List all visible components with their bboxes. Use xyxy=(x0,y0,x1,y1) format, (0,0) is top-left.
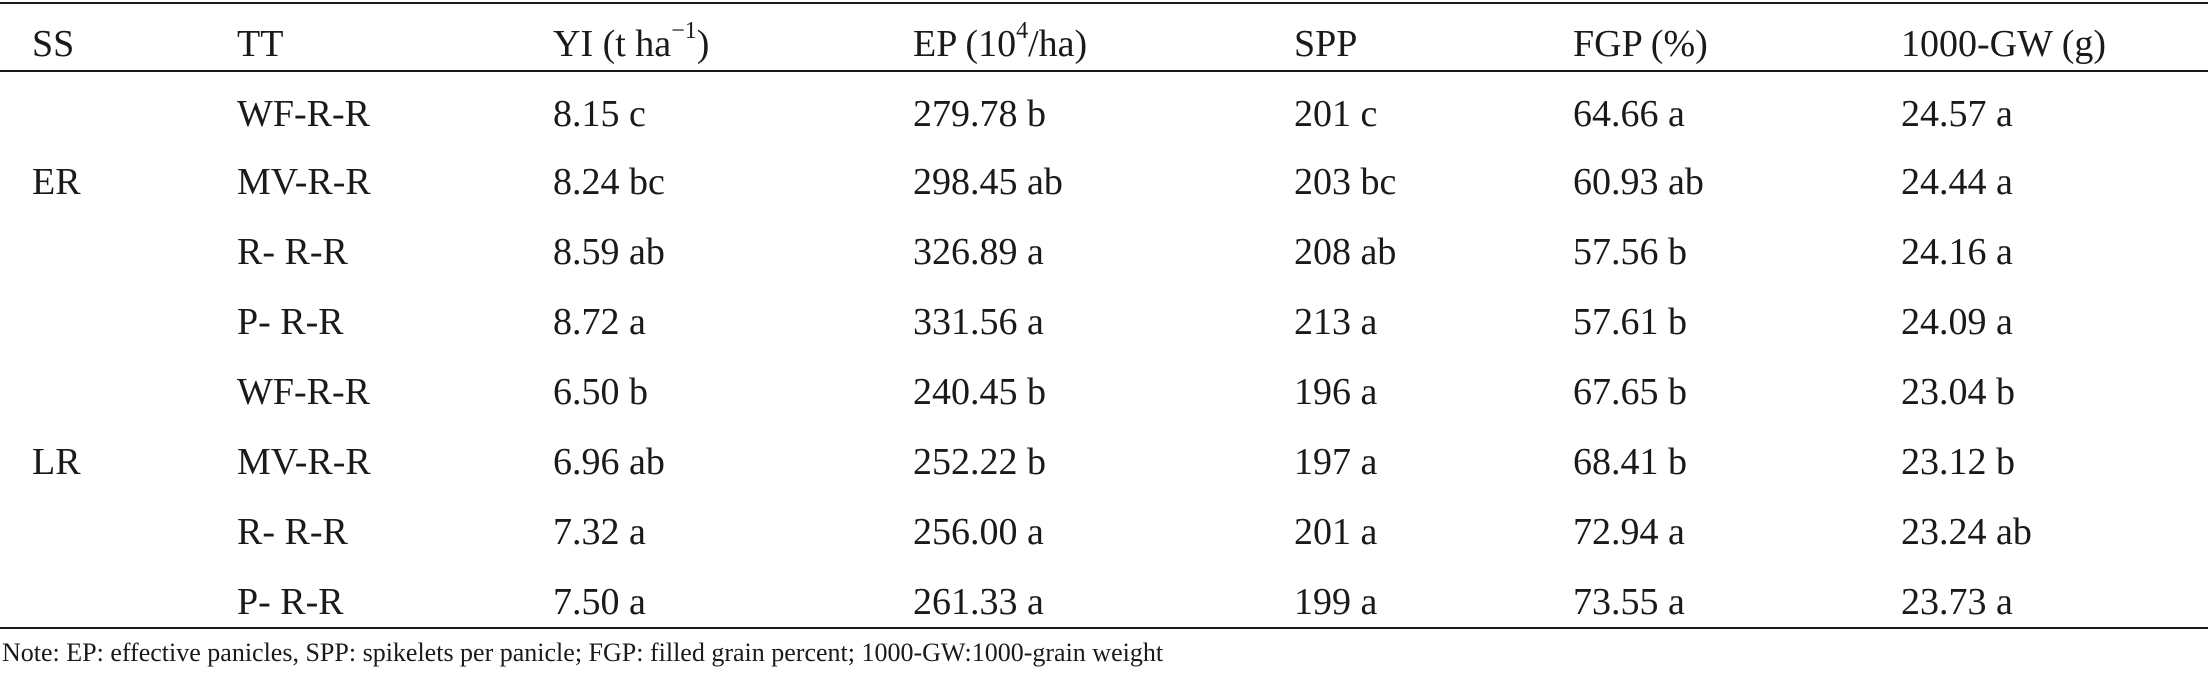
table-cell-tt: MV-R-R xyxy=(237,161,371,203)
table-cell-spp: 203 bc xyxy=(1294,161,1397,203)
header-yi: YI (t ha−1) xyxy=(553,19,710,65)
table-cell-ep: 256.00 a xyxy=(913,511,1044,553)
header-yi-tail: ) xyxy=(696,23,710,65)
table-cell-gw: 24.16 a xyxy=(1901,231,2013,273)
table-cell-gw: 23.04 b xyxy=(1901,371,2015,413)
header-ss: SS xyxy=(32,23,75,65)
table-cell-tt: MV-R-R xyxy=(237,441,371,483)
header-ep-sup: 4 xyxy=(1016,18,1029,45)
header-spp: SPP xyxy=(1294,23,1358,65)
table-cell-yi: 6.50 b xyxy=(553,371,648,413)
table-cell-fgp: 73.55 a xyxy=(1573,581,1685,623)
header-ep-base: EP (10 xyxy=(913,23,1017,65)
table-cell-spp: 201 c xyxy=(1294,93,1378,135)
table-cell-yi: 8.59 ab xyxy=(553,231,665,273)
table-cell-fgp: 57.56 b xyxy=(1573,231,1687,273)
table-cell-ep: 331.56 a xyxy=(913,301,1044,343)
group-label-lr: LR xyxy=(32,441,81,483)
table-cell-gw: 23.73 a xyxy=(1901,581,2013,623)
table-cell-tt: P- R-R xyxy=(237,581,344,623)
table-cell-spp: 199 a xyxy=(1294,581,1378,623)
table-cell-gw: 24.44 a xyxy=(1901,161,2013,203)
table-cell-yi: 6.96 ab xyxy=(553,441,665,483)
table-cell-fgp: 57.61 b xyxy=(1573,301,1687,343)
table-cell-tt: P- R-R xyxy=(237,301,344,343)
table-bottom-rule xyxy=(0,627,2208,629)
table-cell-fgp: 60.93 ab xyxy=(1573,161,1704,203)
table-cell-yi: 7.32 a xyxy=(553,511,646,553)
table-cell-fgp: 72.94 a xyxy=(1573,511,1685,553)
header-yi-base: YI (t ha xyxy=(553,23,672,65)
table-cell-gw: 24.09 a xyxy=(1901,301,2013,343)
table-cell-yi: 8.72 a xyxy=(553,301,646,343)
table-cell-fgp: 64.66 a xyxy=(1573,93,1685,135)
table-cell-gw: 24.57 a xyxy=(1901,93,2013,135)
table-cell-tt: R- R-R xyxy=(237,511,348,553)
table-cell-ep: 252.22 b xyxy=(913,441,1046,483)
header-tt: TT xyxy=(237,23,284,65)
table-cell-spp: 196 a xyxy=(1294,371,1378,413)
header-yi-sup: −1 xyxy=(671,18,697,45)
group-label-er: ER xyxy=(32,161,81,203)
table-note: Note: EP: effective panicles, SPP: spike… xyxy=(2,638,1164,667)
table-cell-spp: 208 ab xyxy=(1294,231,1397,273)
header-gw: 1000-GW (g) xyxy=(1901,23,2107,65)
table-cell-ep: 261.33 a xyxy=(913,581,1044,623)
table-cell-spp: 197 a xyxy=(1294,441,1378,483)
table-cell-gw: 23.12 b xyxy=(1901,441,2015,483)
table-cell-tt: WF-R-R xyxy=(237,93,370,135)
table-cell-spp: 201 a xyxy=(1294,511,1378,553)
table-cell-fgp: 68.41 b xyxy=(1573,441,1687,483)
table-header-rule xyxy=(0,70,2208,72)
table-cell-yi: 7.50 a xyxy=(553,581,646,623)
header-ep-tail: /ha) xyxy=(1028,23,1088,65)
header-ep: EP (104/ha) xyxy=(913,19,1088,65)
table-top-rule xyxy=(0,2,2208,4)
table-cell-tt: R- R-R xyxy=(237,231,348,273)
table-cell-ep: 298.45 ab xyxy=(913,161,1063,203)
table-cell-ep: 240.45 b xyxy=(913,371,1046,413)
table-cell-yi: 8.24 bc xyxy=(553,161,665,203)
table-cell-spp: 213 a xyxy=(1294,301,1378,343)
table-cell-ep: 326.89 a xyxy=(913,231,1044,273)
table-cell-tt: WF-R-R xyxy=(237,371,370,413)
table-cell-yi: 8.15 c xyxy=(553,93,646,135)
table-cell-fgp: 67.65 b xyxy=(1573,371,1687,413)
header-fgp: FGP (%) xyxy=(1573,23,1708,65)
table-cell-gw: 23.24 ab xyxy=(1901,511,2032,553)
table-cell-ep: 279.78 b xyxy=(913,93,1046,135)
